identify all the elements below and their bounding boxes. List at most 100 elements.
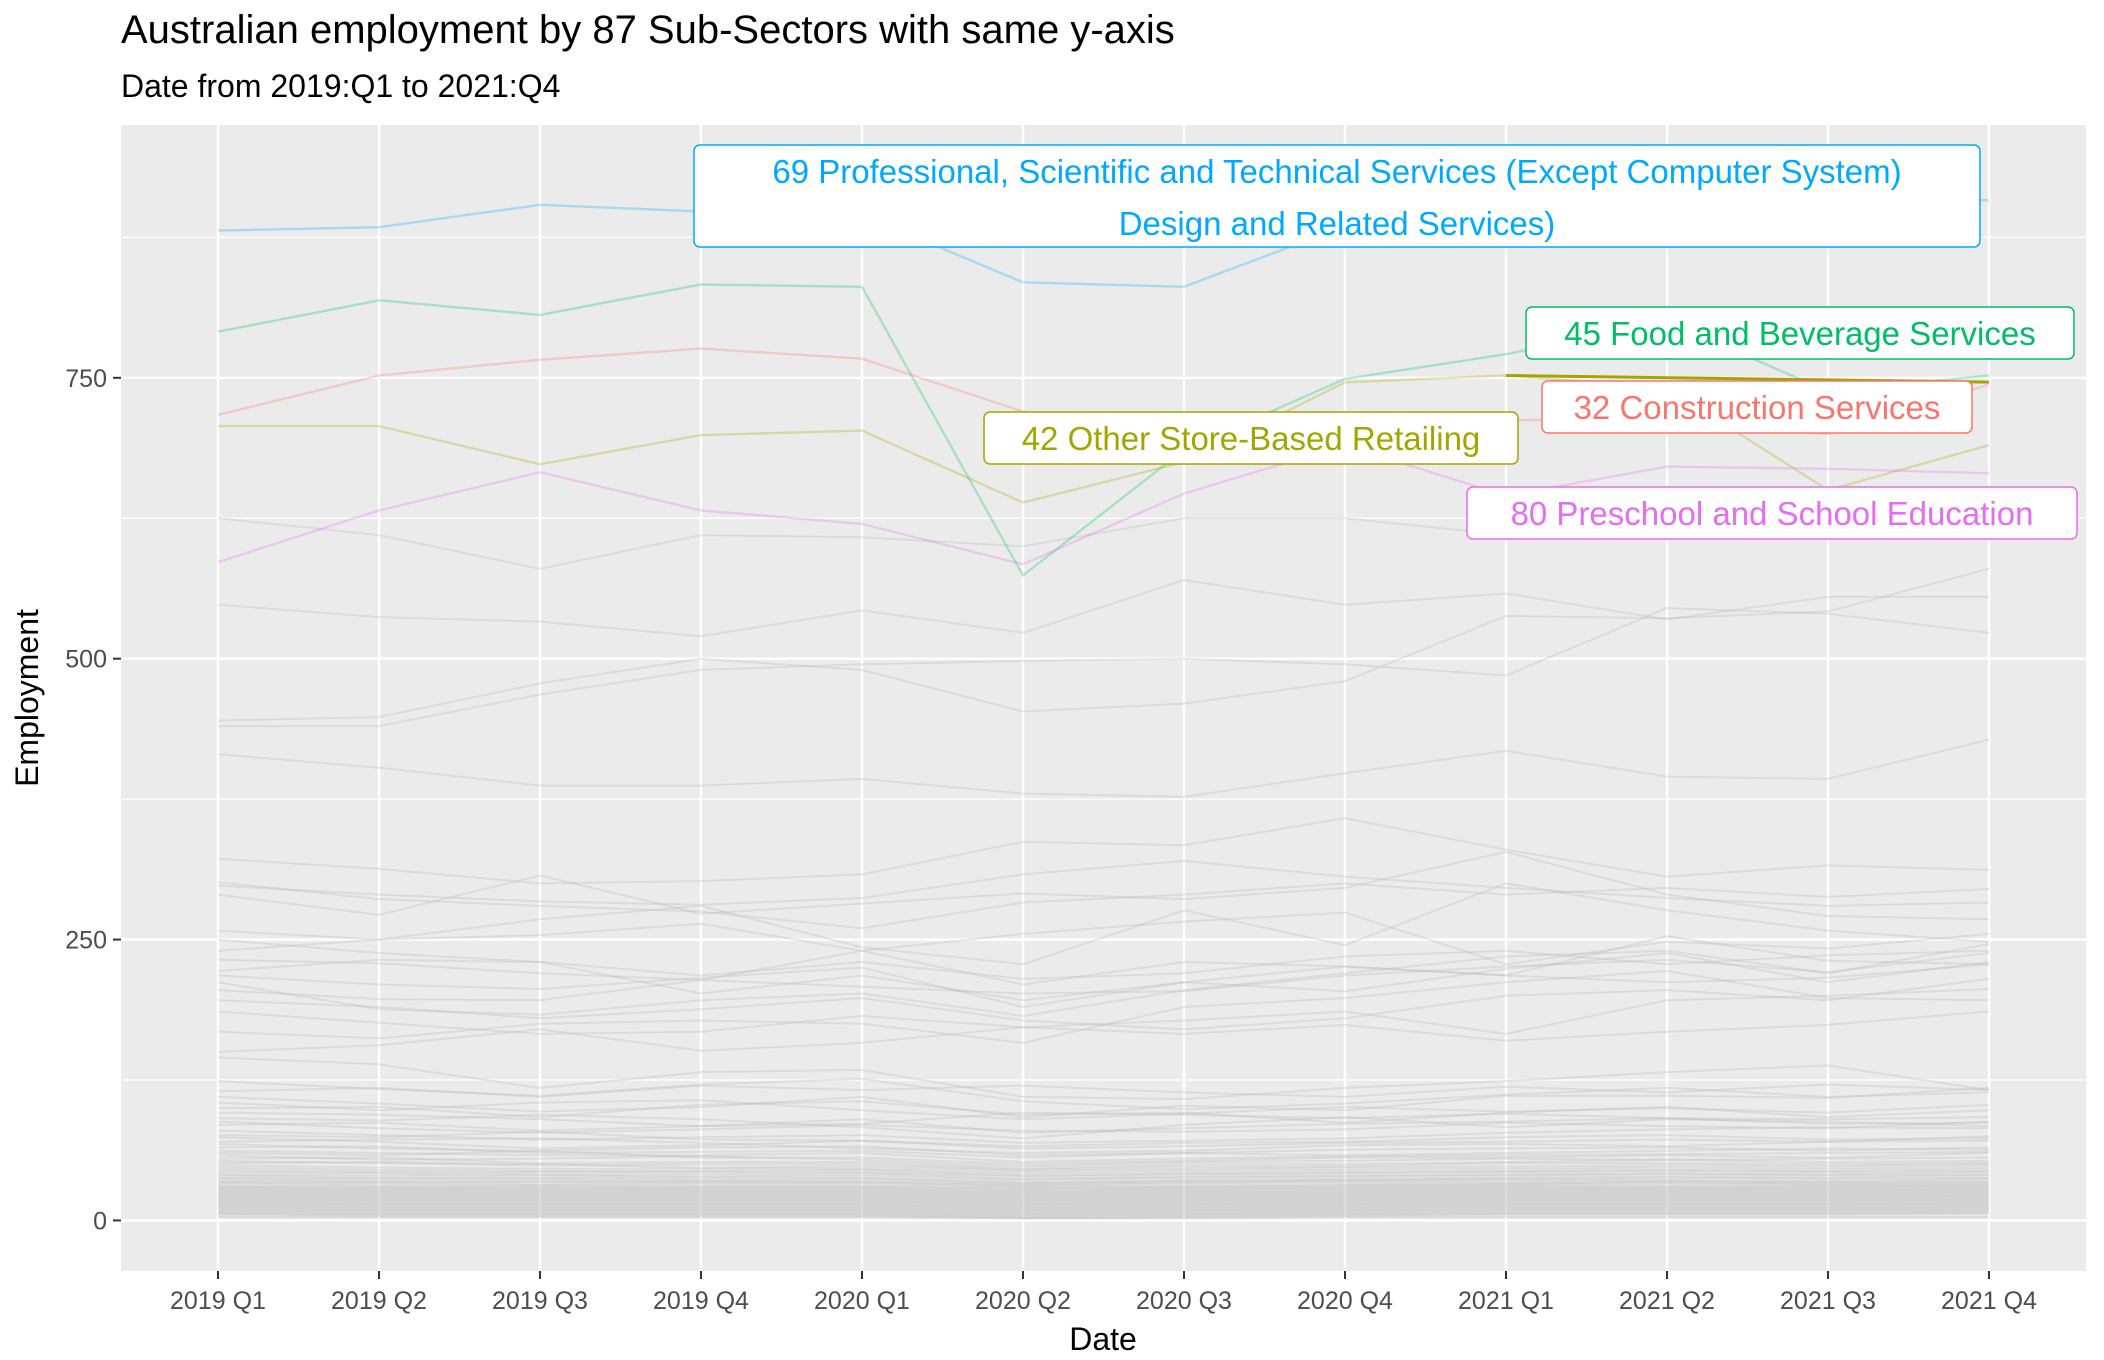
y-tick-label: 500: [65, 646, 107, 674]
other-sector-line: [217, 1130, 1990, 1148]
other-sector-line: [217, 859, 1990, 907]
other-sector-line: [217, 1164, 1990, 1175]
other-sector-line: [217, 1135, 1990, 1150]
other-sector-line: [217, 1193, 1990, 1201]
other-sector-line: [217, 1202, 1990, 1210]
other-sector-line: [217, 1168, 1990, 1178]
other-sector-line: [217, 1154, 1990, 1168]
other-sector-line: [217, 882, 1990, 966]
y-axis-title: Employment: [9, 609, 45, 787]
other-sector-line: [218, 1216, 1989, 1220]
x-tick-label: 2020 Q2: [975, 1287, 1071, 1315]
other-sector-line: [217, 1176, 1990, 1185]
series-label-box: [983, 411, 1519, 465]
other-sector-line: [217, 1211, 1990, 1219]
other-sector-line: [217, 1208, 1990, 1215]
series-label-box: [1466, 486, 2078, 540]
other-sector-line: [217, 1100, 1990, 1124]
other-sector-line: [217, 1143, 1990, 1157]
other-sector-line: [217, 1171, 1990, 1180]
other-sector-line: [217, 1206, 1990, 1213]
other-sector-line: [217, 567, 1990, 722]
other-sector-line: [217, 1077, 1990, 1111]
other-sector-line: [217, 1174, 1990, 1184]
other-sector-line: [217, 1182, 1990, 1189]
other-sector-line: [217, 578, 1989, 638]
series-label-text: 45 Food and Beverage Services: [1564, 315, 2035, 352]
x-tick-label: 2019 Q2: [331, 1287, 427, 1315]
other-sector-line: [217, 1113, 1990, 1140]
other-sector-line: [217, 911, 1990, 966]
x-tick-label: 2019 Q1: [170, 1287, 266, 1315]
other-sector-line: [217, 988, 1990, 1035]
other-sector-line: [217, 1181, 1990, 1188]
x-tick-label: 2021 Q3: [1780, 1287, 1876, 1315]
other-sector-line: [217, 1111, 1990, 1128]
x-tick-label: 2021 Q4: [1941, 1287, 2037, 1315]
other-sector-line: [217, 1212, 1990, 1220]
chart-subtitle: Date from 2019:Q1 to 2021:Q4: [121, 68, 561, 104]
x-tick-label: 2020 Q4: [1297, 1287, 1393, 1315]
other-sector-line: [217, 1200, 1990, 1207]
other-sector-line: [217, 1185, 1990, 1193]
other-sector-line: [217, 1083, 1990, 1098]
other-sector-line: [217, 1184, 1990, 1192]
other-sector-line: [217, 1189, 1990, 1196]
other-sector-line: [217, 958, 1990, 1002]
other-sector-line: [217, 1137, 1990, 1155]
x-tick-label: 2021 Q1: [1458, 1287, 1554, 1315]
other-sector-line: [217, 817, 1990, 885]
other-sector-line: [217, 977, 1990, 1031]
other-sector-line: [218, 607, 1990, 728]
other-sector-line: [217, 738, 1990, 798]
other-sector-line: [217, 1199, 1990, 1206]
other-sector-line: [217, 969, 1990, 1044]
other-sector-line: [217, 1180, 1990, 1187]
y-axis: 0 250 500 750: [65, 365, 121, 1235]
other-sector-line: [217, 1207, 1990, 1214]
other-sector-line: [217, 943, 1990, 1018]
other-sector-line: [217, 1160, 1990, 1173]
other-sector-line: [217, 1056, 1990, 1101]
other-sector-line: [217, 1192, 1990, 1200]
series-label-text: 80 Preschool and School Education: [1511, 495, 2034, 532]
other-sector-line: [217, 1117, 1990, 1134]
other-sector-line: [217, 952, 1990, 1002]
highlighted-series-line: [217, 443, 1990, 566]
other-sector-line: [217, 1195, 1990, 1203]
other-sector-line: [217, 1126, 1990, 1144]
y-tick-label: 250: [65, 927, 107, 955]
series-label-text: 32 Construction Services: [1574, 389, 1941, 426]
other-sector-line: [217, 1010, 1990, 1053]
other-sector-line: [217, 1204, 1990, 1212]
series-label-box: [1541, 380, 1973, 434]
series-label-box: [1525, 306, 2075, 360]
other-sector-line: [217, 1186, 1990, 1194]
other-sector-line: [217, 1149, 1990, 1164]
other-sector-line: [217, 1145, 1990, 1159]
other-sector-line: [217, 1086, 1990, 1119]
other-sector-line: [217, 1120, 1990, 1134]
other-sector-line: [217, 1201, 1990, 1209]
other-sector-line: [217, 1190, 1990, 1197]
x-tick-label: 2019 Q3: [492, 1287, 588, 1315]
other-sector-line: [217, 1173, 1990, 1182]
other-sector-line: [217, 1197, 1990, 1204]
other-sector-line: [217, 1191, 1990, 1198]
other-sector-line: [217, 1159, 1990, 1171]
y-tick-label: 0: [93, 1207, 107, 1235]
other-sector-line: [217, 1166, 1990, 1177]
other-sector-line: [217, 1183, 1990, 1191]
other-sector-line: [217, 935, 1990, 986]
other-sector-line: [217, 850, 1990, 921]
other-sector-line: [217, 951, 1990, 1009]
series-label-text: 42 Other Store-Based Retailing: [1022, 420, 1481, 457]
other-sector-line: [217, 881, 1990, 930]
other-sector-line: [217, 1194, 1990, 1202]
y-tick-label: 750: [65, 365, 107, 393]
other-sector-line: [217, 1099, 1990, 1121]
chart-title: Australian employment by 87 Sub-Sectors …: [121, 8, 1175, 52]
other-sector-line: [217, 938, 1990, 980]
series-label-box: [693, 144, 1981, 248]
